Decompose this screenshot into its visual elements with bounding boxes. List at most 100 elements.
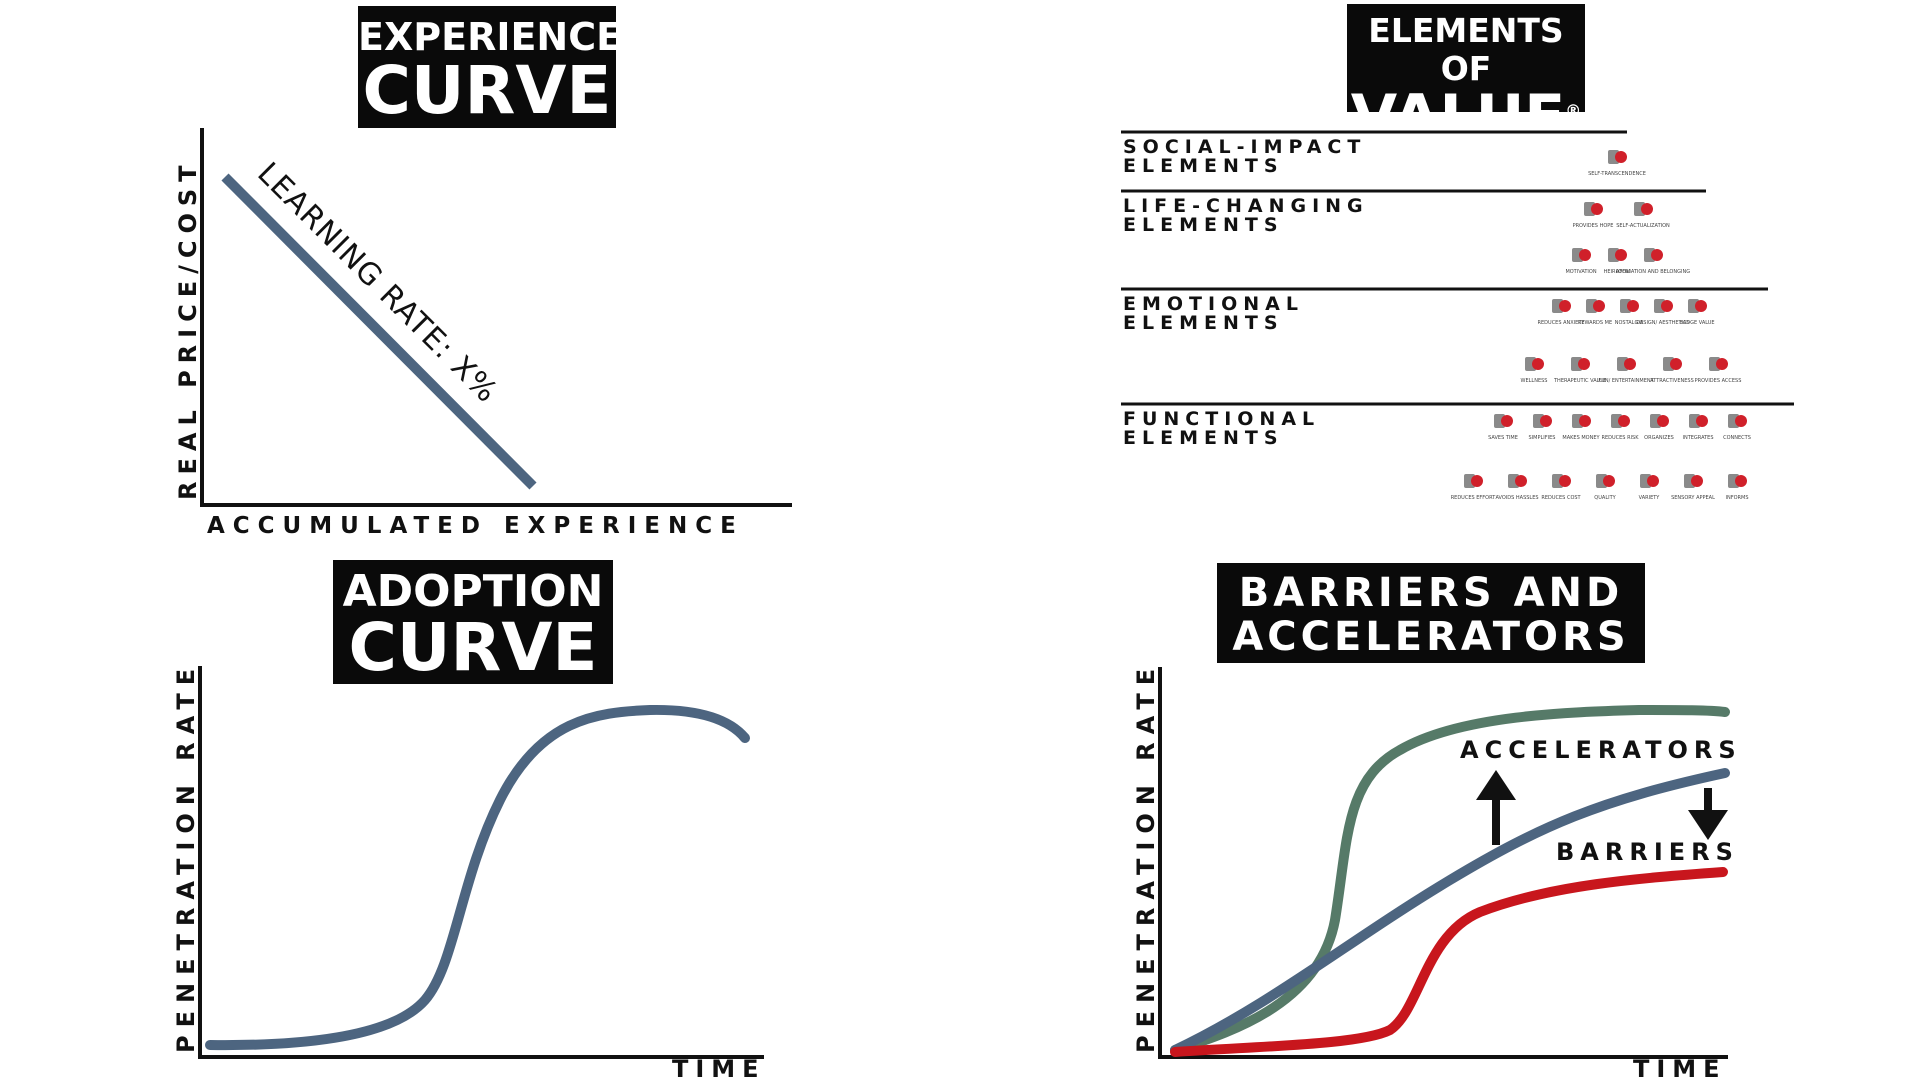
design-icon (1654, 299, 1673, 313)
info-icon (1728, 474, 1747, 488)
money-icon (1572, 414, 1591, 428)
experience-learning-line (221, 173, 537, 490)
ba-barriers-curve (1170, 867, 1728, 1057)
eov-icon-label: AFFILIATION AND BELONGING (1616, 269, 1690, 275)
tier-emotional-line2: ELEMENTS (1123, 312, 1284, 334)
diamond-icon (1608, 248, 1627, 262)
eov-icon-label: ORGANIZES (1644, 435, 1674, 441)
avoids-hassles-icon (1508, 474, 1527, 488)
tier-functional-line2: ELEMENTS (1123, 427, 1284, 449)
reduces-cost-icon (1552, 474, 1571, 488)
eov-icon-label: SAVES TIME (1488, 435, 1518, 441)
badge-value-icon (1688, 299, 1707, 313)
leaf-icon (1571, 357, 1590, 371)
eov-icon-label: MOTIVATION (1565, 269, 1596, 275)
eov-icon-label: MAKES MONEY (1562, 435, 1600, 441)
reduces-anxiety-icon (1552, 299, 1571, 313)
eov-icon-label: NOSTALGIA (1615, 320, 1644, 326)
nostalgia-icon (1620, 299, 1639, 313)
barriers-accelerators-chart: ACCELERATORS BARRIERS PENETRATION RATE T… (1132, 661, 1742, 1080)
ba-base-curve (1170, 768, 1730, 1055)
eov-icon-label: REDUCES RISK (1602, 435, 1640, 441)
eov-icon-label: WELLNESS (1521, 378, 1548, 384)
eov-icon-label: FUN/ ENTERTAINMENT (1598, 378, 1654, 384)
experience-curve-title-line1: EXPERIENCE (358, 15, 623, 59)
tier-emotional-line1: EMOTIONAL (1123, 293, 1304, 315)
reduces-effort-icon (1464, 474, 1483, 488)
eov-icon-label: REDUCES EFFORT (1451, 495, 1497, 501)
elements-of-value-pyramid: SOCIAL-IMPACT ELEMENTS LIFE-CHANGING ELE… (1121, 130, 1794, 501)
dove-icon (1584, 202, 1603, 216)
eov-icon-label: VARIETY (1639, 495, 1661, 501)
gift-icon (1586, 299, 1605, 313)
adoption-curve-title-line2: CURVE (348, 609, 598, 686)
eov-icon-label: BADGE VALUE (1679, 320, 1714, 326)
quality-check-icon (1596, 474, 1615, 488)
eov-icon-label: SELF-TRANSCENDENCE (1588, 171, 1646, 177)
tier-social-impact-line2: ELEMENTS (1123, 155, 1284, 177)
elements-of-value-title: ELEMENTS OF VALUE® (1347, 4, 1585, 147)
eov-icon-label: SELF-ACTUALIZATION (1616, 223, 1670, 229)
tier-life-changing-line2: ELEMENTS (1123, 214, 1284, 236)
barriers-accelerators-title: BARRIERS AND ACCELERATORS (1217, 563, 1645, 663)
barriers-arrow-icon (1688, 788, 1728, 840)
tier-social-impact-line1: SOCIAL-IMPACT (1123, 136, 1366, 158)
adoption-s-curve (205, 704, 750, 1051)
experience-curve-chart: LEARNING RATE: X% REAL PRICE/COST ACCUMU… (174, 128, 792, 539)
magnet-icon (1663, 357, 1682, 371)
barriers-accelerators-title-line1: BARRIERS AND (1238, 570, 1624, 616)
heart-icon (1525, 357, 1544, 371)
accelerators-label: ACCELERATORS (1460, 736, 1742, 764)
experience-x-label: ACCUMULATED EXPERIENCE (207, 513, 744, 539)
ba-y-label: PENETRATION RATE (1132, 661, 1160, 1053)
experience-curve-title-line2: CURVE (362, 52, 612, 129)
accelerators-arrow-icon (1476, 770, 1516, 845)
door-icon (1709, 357, 1728, 371)
tier-functional-line1: FUNCTIONAL (1123, 408, 1320, 430)
variety-icon (1640, 474, 1659, 488)
barriers-label: BARRIERS (1556, 838, 1739, 866)
eov-icon-label: REWARDS ME (1578, 320, 1612, 326)
network-icon (1728, 414, 1747, 428)
eov-icon-label: INTEGRATES (1683, 435, 1714, 441)
experience-y-label: REAL PRICE/COST (174, 158, 202, 500)
eov-icon-label: INFORMS (1726, 495, 1749, 501)
sensory-appeal-icon (1684, 474, 1703, 488)
eov-icon-label: DESIGN/ AESTHETICS (1636, 320, 1689, 326)
reduces-risk-icon (1611, 414, 1630, 428)
experience-curve-title: EXPERIENCE CURVE (358, 6, 623, 129)
adoption-x-label: TIME (672, 1055, 766, 1080)
tier-life-changing-line1: LIFE-CHANGING (1123, 195, 1369, 217)
hourglass-icon (1494, 414, 1513, 428)
eov-icon-label: THERAPEUTIC VALUE (1553, 378, 1606, 384)
mountain-climber-icon (1634, 202, 1653, 216)
eov-icon-label: CONNECTS (1723, 435, 1751, 441)
eov-icon-label: REDUCES COST (1541, 495, 1581, 501)
eov-title-line2: VALUE (1350, 82, 1566, 152)
eov-icon-label: QUALITY (1594, 495, 1616, 501)
ba-x-label: TIME (1633, 1055, 1727, 1080)
adoption-curve-title: ADOPTION CURVE (333, 560, 613, 684)
ba-accelerated-curve (1170, 704, 1730, 1055)
eov-icon-label: AVOIDS HASSLES (1495, 495, 1538, 501)
adoption-y-label: PENETRATION RATE (172, 661, 200, 1053)
eov-title-line1: ELEMENTS OF (1368, 11, 1564, 88)
eov-icon-label: SENSORY APPEAL (1671, 495, 1715, 501)
eov-icon-label: PROVIDES ACCESS (1695, 378, 1742, 384)
simplifies-icon (1533, 414, 1552, 428)
eov-icon-label: HEIRLOOM (1604, 269, 1631, 275)
eov-icon-grid: SELF-TRANSCENDENCE PROVIDES HOPE SELF-ACTU… (1451, 150, 1751, 501)
adoption-curve-title-line1: ADOPTION (342, 566, 604, 617)
eov-icon-label: REDUCES ANXIETY (1538, 320, 1586, 326)
puzzle-icon (1689, 414, 1708, 428)
eov-icon-label: SIMPLIFIES (1529, 435, 1556, 441)
self-transcendence-icon (1608, 150, 1627, 164)
eov-registered-mark: ® (1565, 101, 1582, 120)
eov-title-line2-wrap: VALUE® (1347, 87, 1585, 147)
adoption-curve-chart: PENETRATION RATE TIME (172, 661, 766, 1080)
eov-icon-label: PROVIDES HOPE (1573, 223, 1614, 229)
motivation-icon (1572, 248, 1591, 262)
eov-icon-label: ATTRACTIVENESS (1650, 378, 1694, 384)
affiliation-icon (1644, 248, 1663, 262)
speech-bubbles-icon (1617, 357, 1636, 371)
